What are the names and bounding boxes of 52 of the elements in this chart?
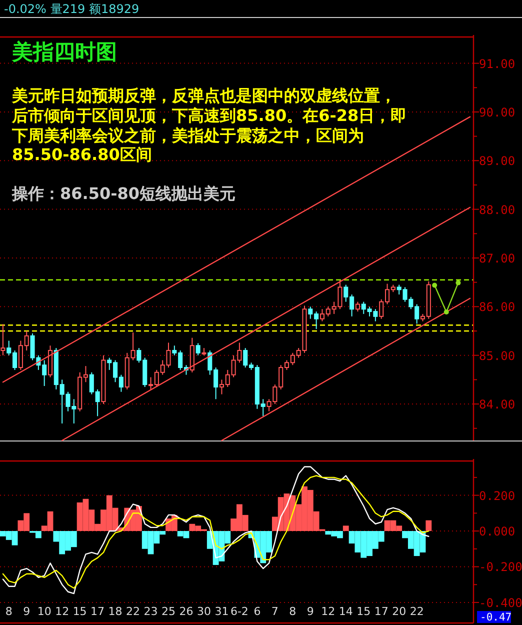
x-tick-label: 22	[126, 605, 140, 618]
bar	[426, 520, 432, 532]
y-tick-label: 86.00	[479, 300, 516, 314]
y-tick-label: 87.00	[479, 251, 516, 266]
point	[444, 310, 449, 315]
point	[432, 282, 438, 288]
y-tick-label: 85.00	[479, 348, 516, 363]
x-tick-label: 15	[72, 605, 87, 618]
y-tick-label: 89.00	[479, 154, 516, 168]
y-tick-label: 88.00	[479, 202, 516, 217]
x-tick-label: 8	[5, 605, 12, 618]
x-tick-label: 17	[90, 605, 105, 618]
x-tick-label: 8	[289, 605, 296, 618]
text: -0.47	[480, 612, 512, 624]
candlestick	[0, 324, 6, 356]
chart-title: 美指四时图	[11, 40, 117, 64]
x-tick-label: 31	[214, 605, 229, 618]
x-tick-label: 12	[321, 605, 336, 618]
x-tick-label: 6-2	[230, 605, 248, 618]
annotation: 操作：86.50-80短线抛出美元	[11, 184, 236, 203]
x-tick-label: 30	[196, 605, 211, 618]
annotation: 美元昨日如预期反弹，反弹点也是图中的双虚线位置，	[11, 86, 396, 105]
point	[456, 280, 461, 286]
x-tick-label: 25	[162, 605, 176, 618]
x-tick-label: 23	[144, 605, 158, 618]
y-tick-label: -0.400	[479, 596, 522, 610]
x-tick-label: 26	[179, 605, 194, 618]
candlestick	[355, 301, 360, 312]
y-tick-label: 90.00	[479, 105, 516, 120]
annotation: 85.50-86.80区间	[12, 145, 152, 164]
x-tick-label: 20	[392, 605, 406, 618]
x-tick-label: 10	[37, 605, 52, 618]
candlestick	[196, 342, 200, 356]
x-tick-label: 12	[55, 605, 70, 618]
y-tick-label: 0.200	[479, 488, 516, 503]
y-tick-label: 0.000	[479, 524, 516, 539]
y-tick-label: 91.00	[479, 56, 516, 71]
y-tick-label: -0.200	[479, 560, 522, 574]
annotation: 下周美利率会议之前，美指处于震荡之中，区间为	[11, 126, 364, 145]
x-tick-label: 6	[254, 605, 261, 618]
bar	[342, 526, 349, 532]
x-tick-label: 15	[356, 605, 371, 618]
x-tick-label: 22	[410, 605, 424, 618]
x-tick-label: 18	[108, 605, 122, 618]
x-tick-label: 9	[23, 605, 30, 618]
x-tick-label: 9	[306, 605, 314, 618]
x-tick-label: 7	[271, 605, 278, 618]
x-tick-label: 17	[374, 605, 388, 618]
y-tick-label: 84.00	[479, 398, 516, 412]
annotation: 后市倾向于区间见顶，下高速到85.80。在6-28日，即	[11, 106, 407, 125]
x-tick-label: 14	[338, 605, 353, 618]
text: -0.02% 量219 额18929	[4, 2, 140, 16]
